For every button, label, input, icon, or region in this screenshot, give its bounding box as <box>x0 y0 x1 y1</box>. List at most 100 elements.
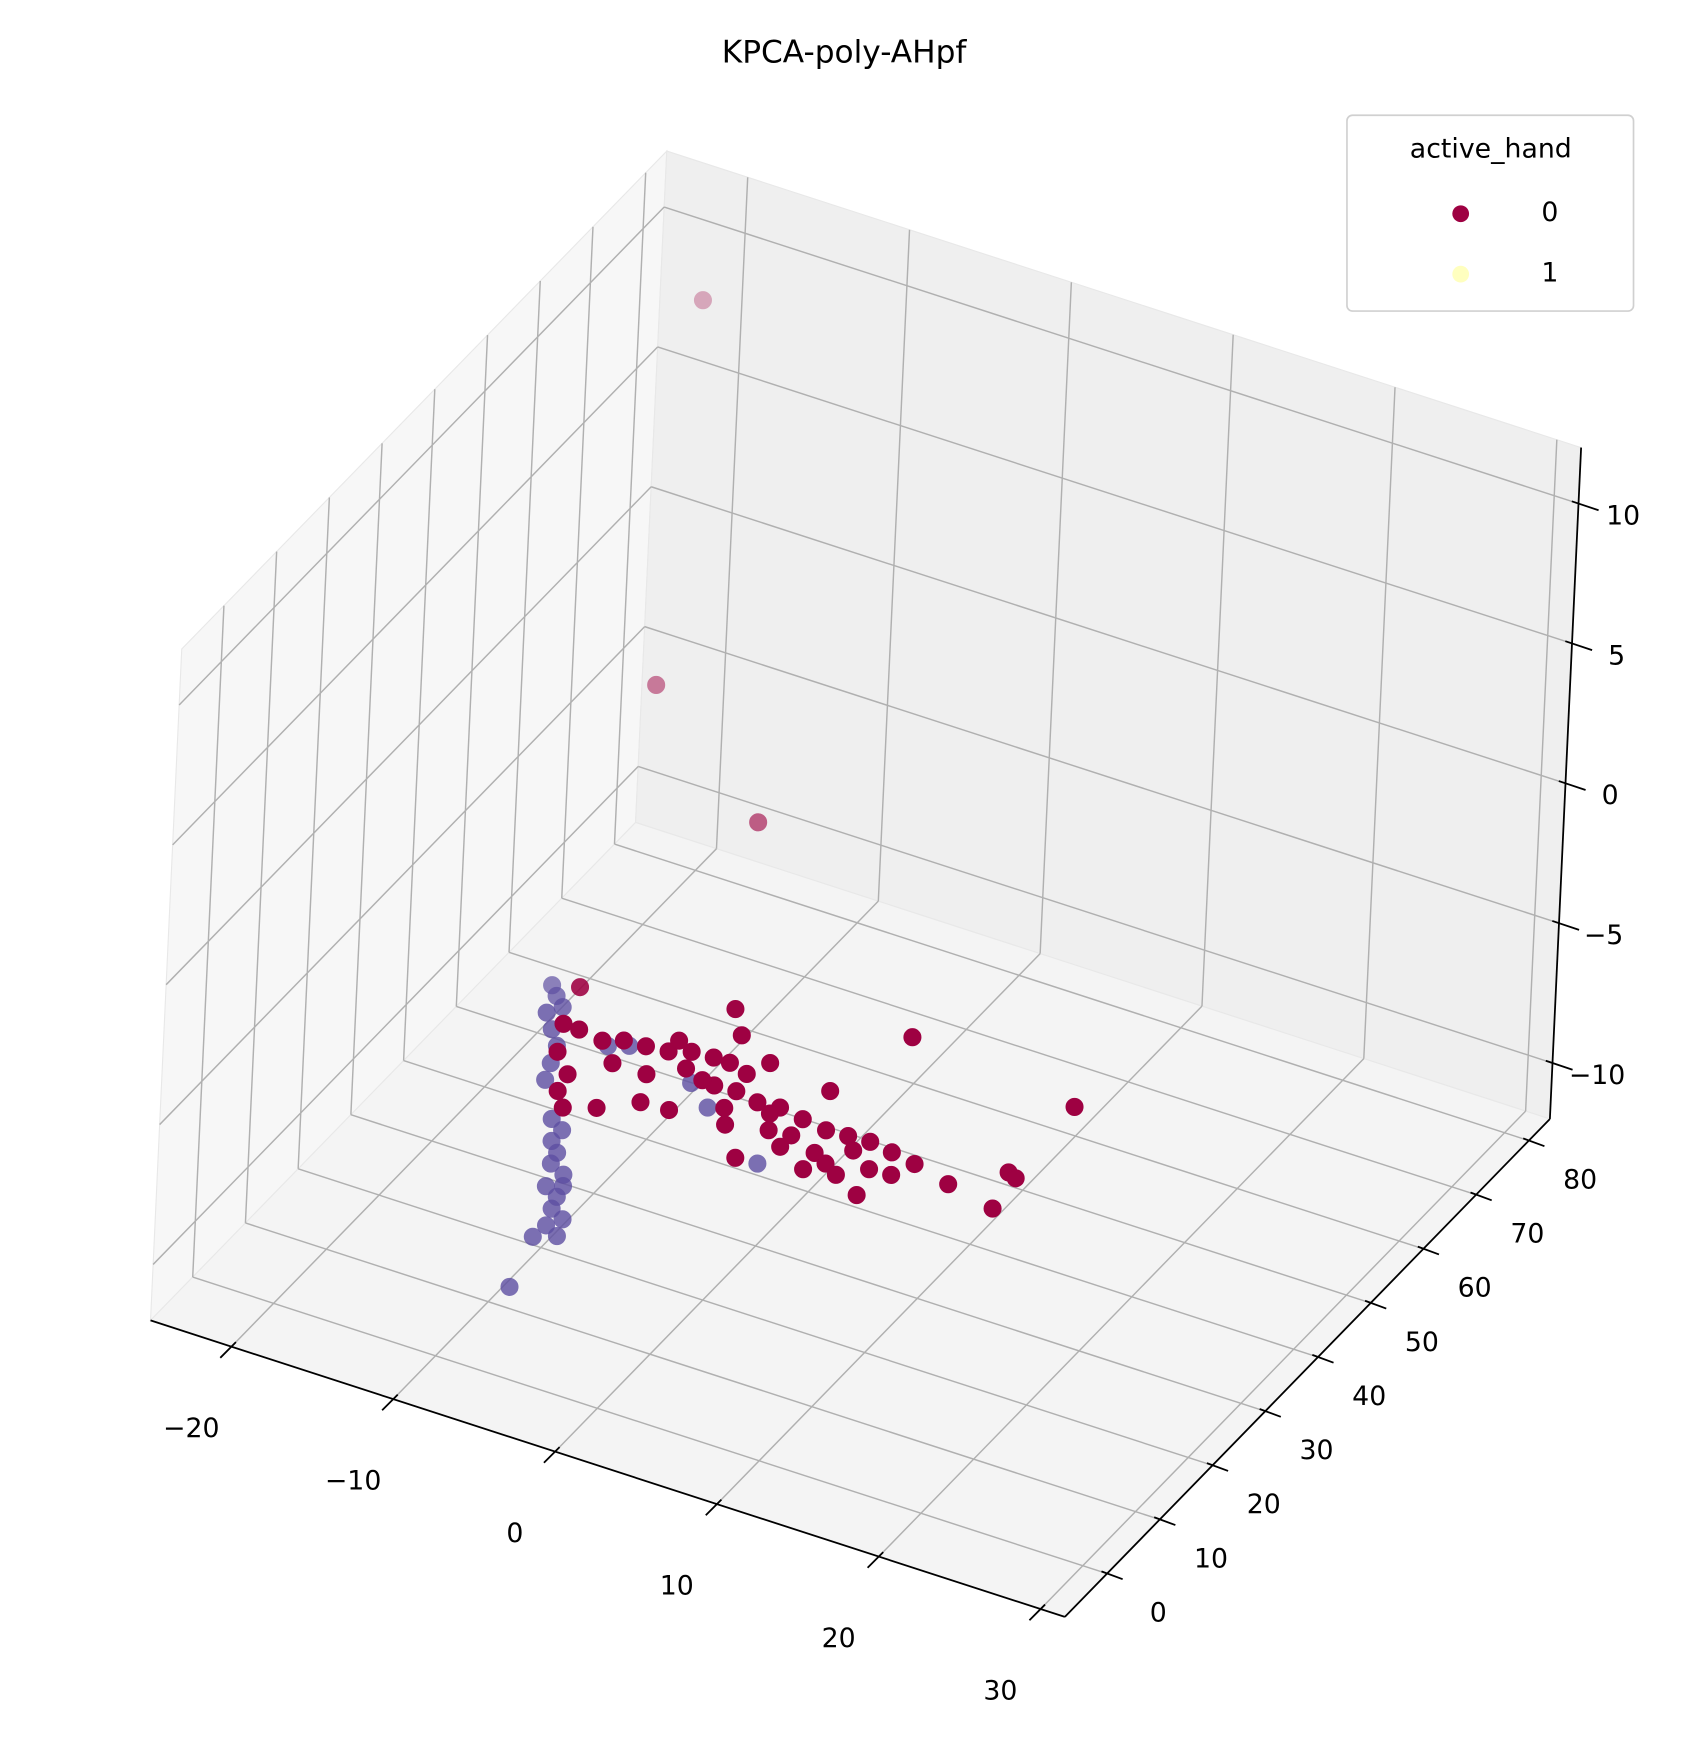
tick-mark <box>381 1394 399 1411</box>
grid-line <box>297 1168 1213 1467</box>
point <box>553 1098 572 1117</box>
point <box>693 1071 712 1090</box>
point <box>587 1098 606 1117</box>
point <box>603 1054 622 1073</box>
point <box>861 1132 880 1151</box>
point <box>554 1176 573 1196</box>
point <box>760 1104 779 1123</box>
y-tick-label: 80 <box>1563 1164 1597 1195</box>
legend-marker <box>1452 265 1470 283</box>
point <box>805 1143 824 1163</box>
tick-mark <box>1571 500 1599 512</box>
point <box>593 1031 612 1050</box>
point <box>647 675 666 695</box>
point <box>847 1186 866 1205</box>
point <box>826 1165 845 1184</box>
point <box>983 1199 1002 1218</box>
tick-mark <box>1552 920 1580 931</box>
point <box>704 1048 723 1067</box>
point <box>715 1098 734 1118</box>
tick-mark <box>866 1551 884 1569</box>
z-tick-label: 5 <box>1608 640 1625 671</box>
point <box>553 1210 572 1229</box>
legend-title: active_hand <box>1410 133 1572 164</box>
point <box>558 1065 577 1084</box>
point <box>749 813 768 832</box>
point <box>570 1020 589 1039</box>
x-tick-label: 0 <box>506 1518 523 1549</box>
tick-mark <box>219 1341 237 1359</box>
point <box>732 1026 751 1045</box>
point <box>821 1081 840 1101</box>
point <box>553 1121 572 1140</box>
z-tick-label: 10 <box>1606 500 1640 531</box>
point <box>548 1081 567 1101</box>
legend-box <box>1346 114 1635 312</box>
grid-line <box>152 765 639 1265</box>
x-tick-label: 20 <box>822 1623 856 1654</box>
point <box>693 291 712 310</box>
x-tick-label: −20 <box>163 1413 219 1444</box>
grid-line <box>178 206 665 706</box>
point <box>660 1100 679 1120</box>
y-tick-label: 70 <box>1510 1218 1544 1249</box>
x-tick-label: −10 <box>325 1465 381 1496</box>
grid-line <box>350 1114 1266 1412</box>
point <box>659 1042 678 1061</box>
tick-mark <box>1101 1570 1123 1581</box>
grid-line <box>159 626 646 1126</box>
point <box>637 1065 656 1084</box>
point <box>523 1227 542 1246</box>
point <box>541 1154 560 1173</box>
z-tick-label: 0 <box>1602 780 1619 811</box>
point <box>698 1098 717 1117</box>
point <box>571 978 590 997</box>
point <box>677 1059 696 1078</box>
point <box>542 1109 561 1129</box>
y-tick-label: 0 <box>1150 1597 1167 1628</box>
tick-mark <box>1364 1299 1387 1310</box>
y-tick-label: 60 <box>1458 1273 1492 1304</box>
z-axis <box>1549 447 1583 1120</box>
grid-line <box>245 1222 1160 1521</box>
tick-mark <box>1153 1516 1176 1526</box>
tick-mark <box>705 1498 723 1516</box>
point <box>860 1160 879 1179</box>
grid-line <box>1040 1110 1527 1610</box>
grid-line <box>172 346 659 846</box>
point <box>547 1226 566 1246</box>
y-tick-label: 30 <box>1299 1435 1333 1466</box>
point <box>782 1126 801 1145</box>
grid-line <box>392 900 879 1400</box>
point <box>614 1031 633 1050</box>
point <box>793 1110 812 1129</box>
grid-line <box>650 486 1566 784</box>
point <box>903 1028 922 1047</box>
legend-label: 1 <box>1541 258 1558 289</box>
point <box>759 1121 778 1140</box>
point <box>536 1070 555 1089</box>
grid-line <box>554 953 1041 1453</box>
grid-line <box>644 625 1560 924</box>
chart-title: KPCA-poly-AHpf <box>722 35 968 71</box>
point <box>553 998 572 1017</box>
point <box>771 1137 790 1156</box>
legend-marker <box>1452 205 1470 223</box>
grid-line <box>614 843 1530 1142</box>
tick-mark <box>1259 1408 1282 1418</box>
tick-mark <box>1522 1137 1545 1148</box>
grid-line <box>561 897 1477 1196</box>
point <box>727 1082 746 1101</box>
grid-line <box>657 346 1573 645</box>
tick-mark <box>1312 1354 1334 1364</box>
x-tick-label: 10 <box>660 1570 694 1601</box>
point <box>726 1148 745 1167</box>
y-tick-label: 10 <box>1194 1543 1228 1574</box>
point <box>542 1131 561 1151</box>
z-tick-label: −10 <box>1569 1060 1625 1091</box>
point <box>682 1042 701 1061</box>
point <box>720 1053 739 1072</box>
point <box>670 1031 689 1050</box>
z-tick-label: −5 <box>1584 920 1623 951</box>
